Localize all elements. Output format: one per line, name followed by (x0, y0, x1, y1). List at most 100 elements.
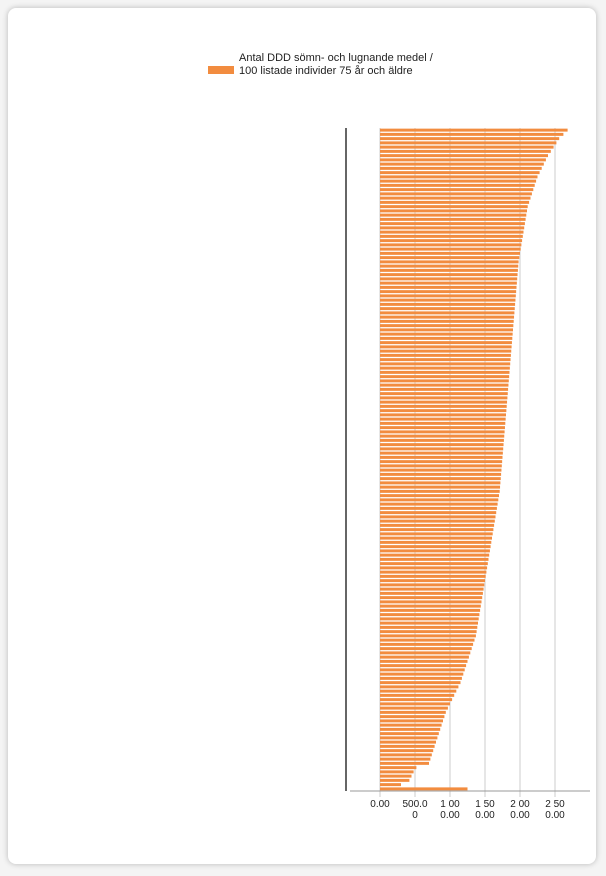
bar (380, 183, 535, 187)
bar (380, 162, 544, 166)
bar (380, 460, 503, 464)
bar (380, 396, 508, 400)
bar (380, 222, 525, 226)
bar (380, 761, 429, 765)
bar (380, 630, 477, 634)
legend-label: Antal DDD sömn- och lugnande medel / 100… (239, 52, 433, 77)
bar (380, 757, 431, 761)
bar (380, 613, 480, 617)
bar (380, 596, 483, 600)
bar (380, 200, 530, 204)
bar (380, 591, 483, 595)
bar (380, 468, 502, 472)
bar (380, 583, 485, 587)
bar (380, 392, 508, 396)
bar (380, 502, 498, 506)
bar (380, 294, 516, 298)
bar (380, 736, 438, 740)
bar (380, 332, 513, 336)
bar (380, 753, 432, 757)
bar (380, 409, 507, 413)
bar (380, 243, 522, 247)
bar (380, 744, 435, 748)
bar (380, 778, 410, 782)
bar (380, 230, 524, 234)
bar (380, 290, 517, 294)
bar (380, 319, 514, 323)
bar (380, 154, 548, 158)
bar (380, 689, 457, 693)
bar (380, 324, 514, 328)
bar (380, 315, 515, 319)
bar (380, 179, 537, 183)
bar (380, 205, 528, 209)
legend-swatch (208, 66, 234, 74)
x-tick-label: 0.00 (370, 799, 390, 810)
bar (380, 515, 496, 519)
bar (380, 557, 489, 561)
bar (380, 307, 515, 311)
bar (380, 706, 448, 710)
bar (380, 485, 501, 489)
bar (380, 681, 461, 685)
bar (380, 766, 417, 770)
bar (380, 783, 401, 787)
bar (380, 638, 475, 642)
bar (380, 519, 495, 523)
bar (380, 226, 525, 230)
bar (380, 132, 564, 136)
bar (380, 260, 519, 264)
bar (380, 302, 516, 306)
bar (380, 489, 500, 493)
bar (380, 171, 540, 175)
bar (380, 328, 513, 332)
bar (380, 608, 481, 612)
bar (380, 353, 511, 357)
bar (380, 264, 519, 268)
bar (380, 128, 568, 132)
bar (380, 370, 510, 374)
bar (380, 659, 468, 663)
bar (380, 256, 520, 260)
bar (380, 672, 464, 676)
bar (380, 358, 511, 362)
bar (380, 188, 534, 192)
bar (380, 523, 495, 527)
bar (380, 536, 492, 540)
bar (380, 481, 501, 485)
bar (380, 528, 494, 532)
bar (380, 511, 497, 515)
bar (380, 268, 518, 272)
bar (380, 366, 510, 370)
bar (380, 362, 511, 366)
bar (380, 655, 469, 659)
bar (380, 149, 551, 153)
bar (380, 727, 441, 731)
bar (380, 532, 493, 536)
bar (380, 281, 517, 285)
bar (380, 604, 481, 608)
bar (380, 719, 443, 723)
x-tick-label: 1 000.00 (440, 799, 460, 821)
bar (380, 349, 512, 353)
bar (380, 566, 488, 570)
bar (380, 464, 502, 468)
bar (380, 213, 527, 217)
bar (380, 413, 506, 417)
bar (380, 145, 554, 149)
bar (380, 770, 414, 774)
bar (380, 175, 538, 179)
bar (380, 137, 560, 141)
bar (380, 166, 542, 170)
bar (380, 710, 446, 714)
bar (380, 451, 503, 455)
bar (380, 438, 504, 442)
bar (380, 472, 502, 476)
bar (380, 375, 510, 379)
bar (380, 217, 526, 221)
bar (380, 715, 445, 719)
bar (380, 196, 531, 200)
card: Antal DDD sömn- och lugnande medel / 100… (8, 8, 596, 864)
bar (380, 574, 486, 578)
bar (380, 298, 516, 302)
